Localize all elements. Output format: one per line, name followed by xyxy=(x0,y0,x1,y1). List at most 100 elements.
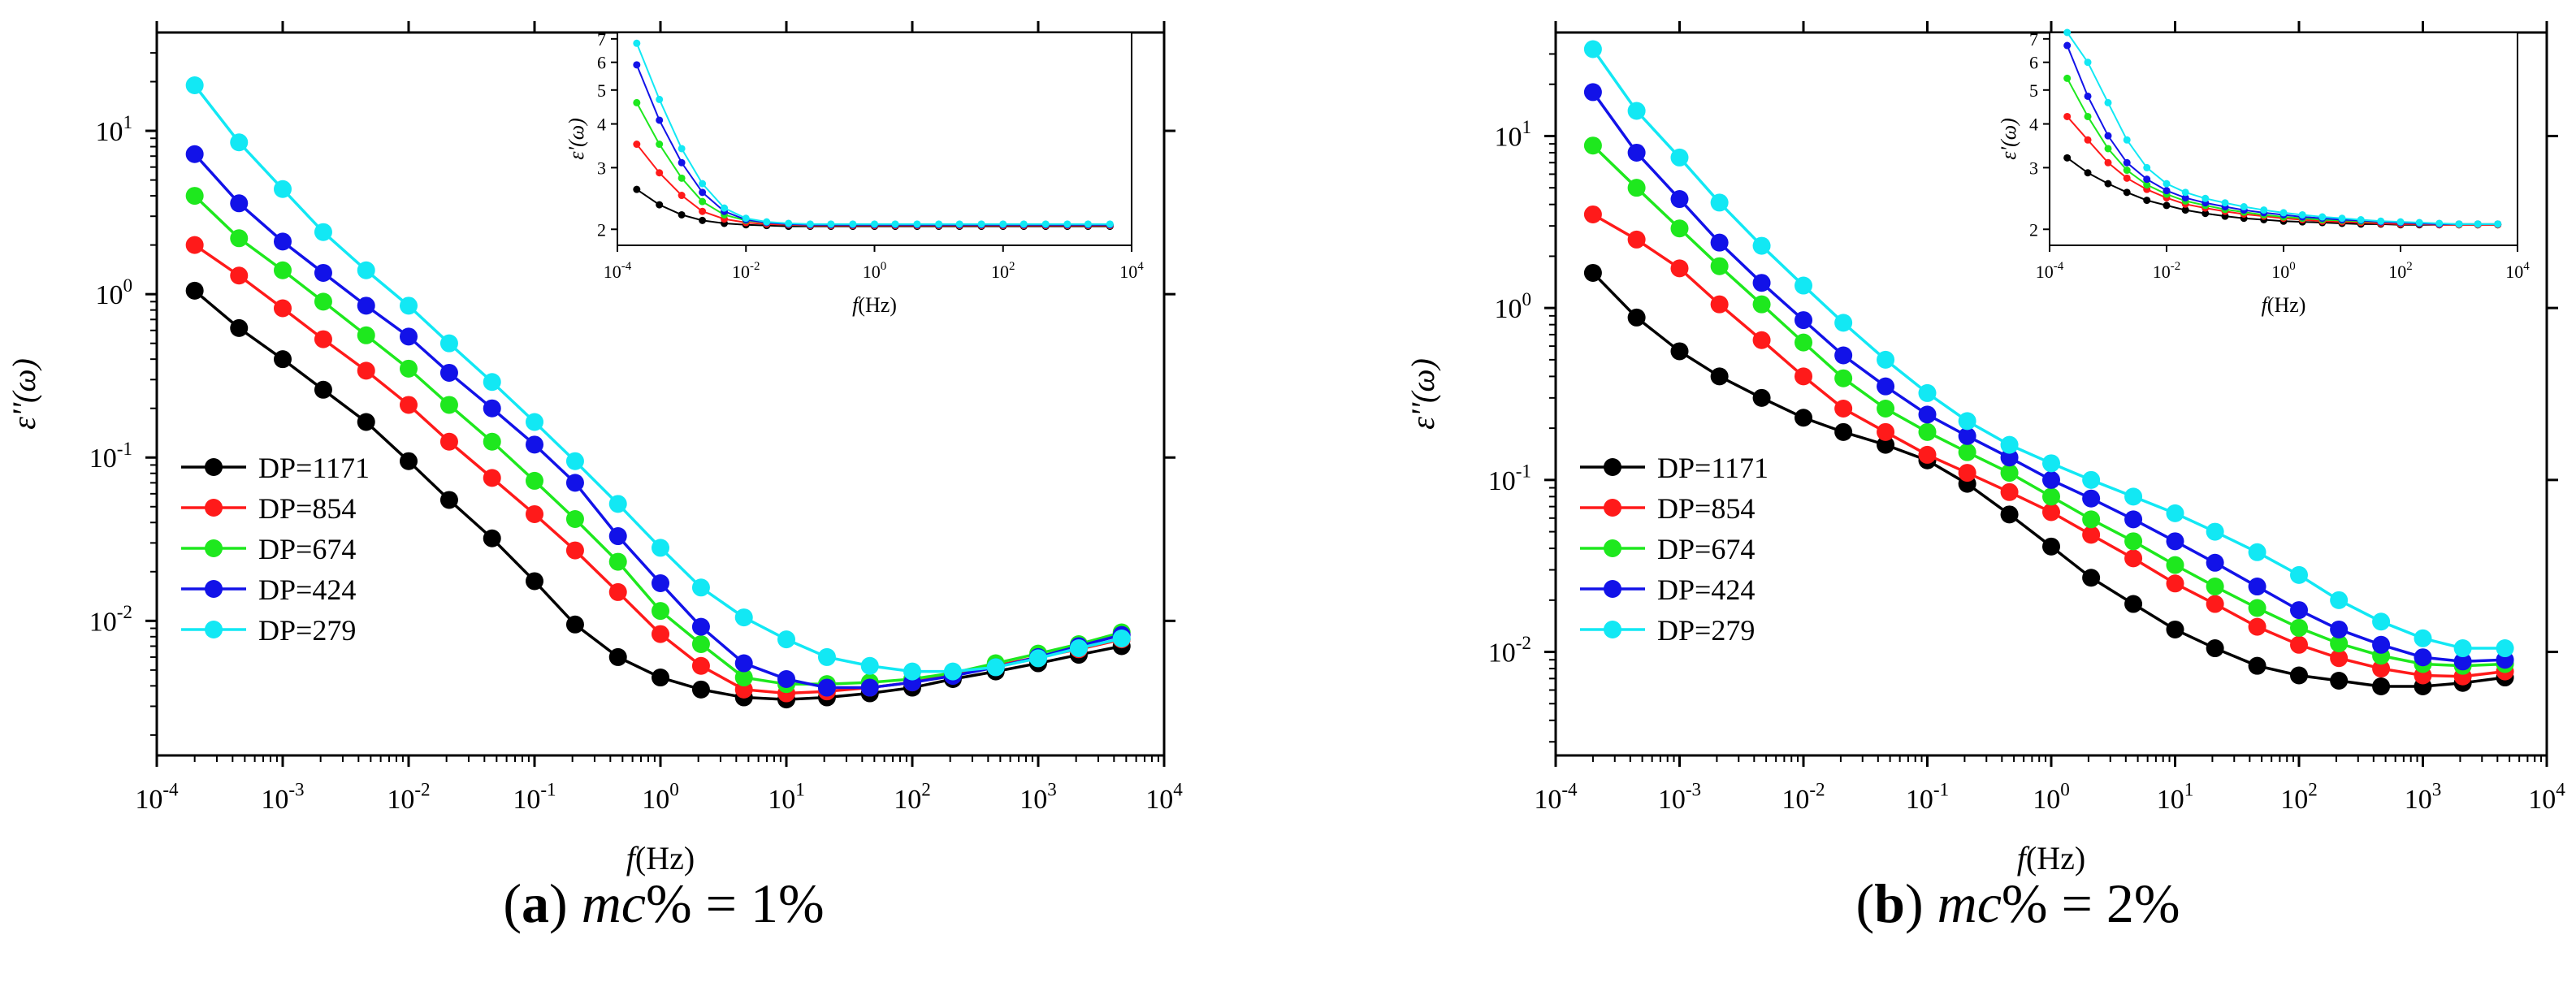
inset-data-point-DP=674 xyxy=(633,98,641,106)
panel-caption: (b) mc% = 2% xyxy=(1855,872,2180,934)
legend-marker xyxy=(1604,539,1621,557)
data-point-DP=1171 xyxy=(2166,620,2184,638)
data-point-DP=1171 xyxy=(2372,677,2391,696)
inset-y-tick-label: 7 xyxy=(597,29,606,50)
inset-y-tick-label: 5 xyxy=(597,80,606,101)
inset-data-point-DP=674 xyxy=(678,174,686,182)
data-point-DP=279 xyxy=(1627,102,1646,120)
data-point-DP=279 xyxy=(565,452,584,470)
inset-data-point-DP=854 xyxy=(2084,136,2092,144)
inset-y-tick-label: 3 xyxy=(2029,158,2038,178)
inset-data-point-DP=424 xyxy=(2181,194,2189,202)
inset-data-point-DP=1171 xyxy=(2163,201,2171,210)
inset-data-point-DP=279 xyxy=(785,219,793,227)
inset-data-point-DP=279 xyxy=(2084,58,2092,67)
data-point-DP=424 xyxy=(2453,652,2472,671)
data-point-DP=279 xyxy=(483,373,501,392)
data-point-DP=674 xyxy=(185,187,204,206)
x-tick-label: 10-4 xyxy=(1534,780,1578,815)
data-point-DP=424 xyxy=(565,474,584,492)
inset-data-point-DP=279 xyxy=(2123,136,2131,144)
x-tick-label: 102 xyxy=(894,780,931,815)
data-point-DP=279 xyxy=(1752,236,1771,255)
inset-data-point-DP=279 xyxy=(2435,219,2444,227)
inset-data-point-DP=279 xyxy=(763,218,771,226)
data-point-DP=854 xyxy=(314,330,332,348)
data-point-DP=424 xyxy=(1752,274,1771,292)
inset-y-axis-label: ε'(ω) xyxy=(565,118,588,159)
data-point-DP=1171 xyxy=(2042,537,2060,556)
inset-data-point-DP=279 xyxy=(2338,214,2346,223)
inset-data-point-DP=674 xyxy=(656,141,664,149)
inset-data-point-DP=279 xyxy=(871,220,878,228)
inset-data-point-DP=854 xyxy=(2063,112,2072,120)
data-point-DP=424 xyxy=(185,145,204,163)
inset-data-point-DP=424 xyxy=(2123,158,2131,167)
inset-data-point-DP=279 xyxy=(2181,188,2189,197)
data-point-DP=279 xyxy=(526,413,543,431)
data-point-DP=279 xyxy=(1958,412,1976,431)
inset-data-point-DP=279 xyxy=(913,220,921,228)
inset-data-point-DP=424 xyxy=(2163,187,2171,195)
data-point-DP=279 xyxy=(608,495,627,513)
legend-marker xyxy=(1604,458,1621,476)
inset-data-point-DP=1171 xyxy=(2084,169,2092,177)
inset-data-point-DP=279 xyxy=(2260,206,2268,214)
y-axis-label: ε''(ω) xyxy=(6,358,42,430)
data-point-DP=424 xyxy=(1958,426,1976,445)
data-point-DP=1171 xyxy=(2248,656,2266,675)
data-point-DP=279 xyxy=(2206,522,2224,541)
data-point-DP=279 xyxy=(817,647,836,666)
data-point-DP=1171 xyxy=(400,452,418,470)
panel-caption: (a) mc% = 1% xyxy=(503,872,824,934)
inset-x-tick-label: 102 xyxy=(2388,260,2412,282)
data-point-DP=674 xyxy=(230,229,249,248)
data-point-DP=424 xyxy=(483,399,501,418)
y-tick-label: 101 xyxy=(1494,117,1531,152)
data-point-DP=279 xyxy=(2000,435,2019,454)
inset-data-point-DP=424 xyxy=(633,61,641,69)
x-axis-label: f(Hz) xyxy=(626,840,695,876)
data-point-DP=424 xyxy=(439,363,458,382)
data-point-DP=674 xyxy=(734,669,753,687)
data-point-DP=279 xyxy=(400,296,418,315)
legend-marker xyxy=(205,621,223,638)
data-point-DP=424 xyxy=(2166,532,2184,551)
data-point-DP=854 xyxy=(2042,503,2060,521)
data-point-DP=424 xyxy=(357,296,375,315)
data-point-DP=424 xyxy=(734,654,753,673)
inset-data-point-DP=279 xyxy=(742,214,750,223)
data-point-DP=674 xyxy=(1918,422,1937,441)
x-tick-label: 104 xyxy=(2528,780,2565,815)
data-point-DP=854 xyxy=(2124,549,2143,568)
data-point-DP=279 xyxy=(2372,612,2391,631)
data-point-DP=1171 xyxy=(274,350,292,369)
data-point-DP=424 xyxy=(2372,635,2391,654)
data-point-DP=279 xyxy=(230,133,249,152)
legend-label: DP=279 xyxy=(258,614,356,647)
legend-label: DP=279 xyxy=(1657,614,1755,647)
data-point-DP=424 xyxy=(1627,143,1646,162)
inset-data-point-DP=279 xyxy=(2104,98,2112,106)
inset-data-point-DP=279 xyxy=(2357,215,2365,223)
data-point-DP=674 xyxy=(2000,464,2019,483)
data-point-DP=854 xyxy=(608,582,627,601)
legend-label: DP=424 xyxy=(1657,573,1755,606)
data-point-DP=854 xyxy=(1795,367,1812,386)
data-point-DP=424 xyxy=(2042,470,2060,489)
data-point-DP=674 xyxy=(439,396,458,414)
data-point-DP=279 xyxy=(314,223,332,241)
inset-x-tick-label: 104 xyxy=(2505,260,2530,282)
data-point-DP=424 xyxy=(1877,377,1895,396)
data-point-DP=1171 xyxy=(2124,595,2143,613)
inset-data-point-DP=424 xyxy=(699,188,707,197)
inset-data-point-DP=1171 xyxy=(2181,206,2189,214)
data-point-DP=1171 xyxy=(1752,388,1771,407)
panel-b: 10-4 10-3 10-2 10-1 100 101 102 103 104 10-2 10-1 1… xyxy=(1405,21,2565,934)
data-point-DP=674 xyxy=(1795,333,1812,352)
data-point-DP=674 xyxy=(1710,257,1729,275)
data-point-DP=1171 xyxy=(2206,639,2224,658)
x-axis-label: f(Hz) xyxy=(2017,840,2085,876)
data-point-DP=279 xyxy=(2042,454,2060,473)
data-point-DP=279 xyxy=(2414,629,2432,647)
